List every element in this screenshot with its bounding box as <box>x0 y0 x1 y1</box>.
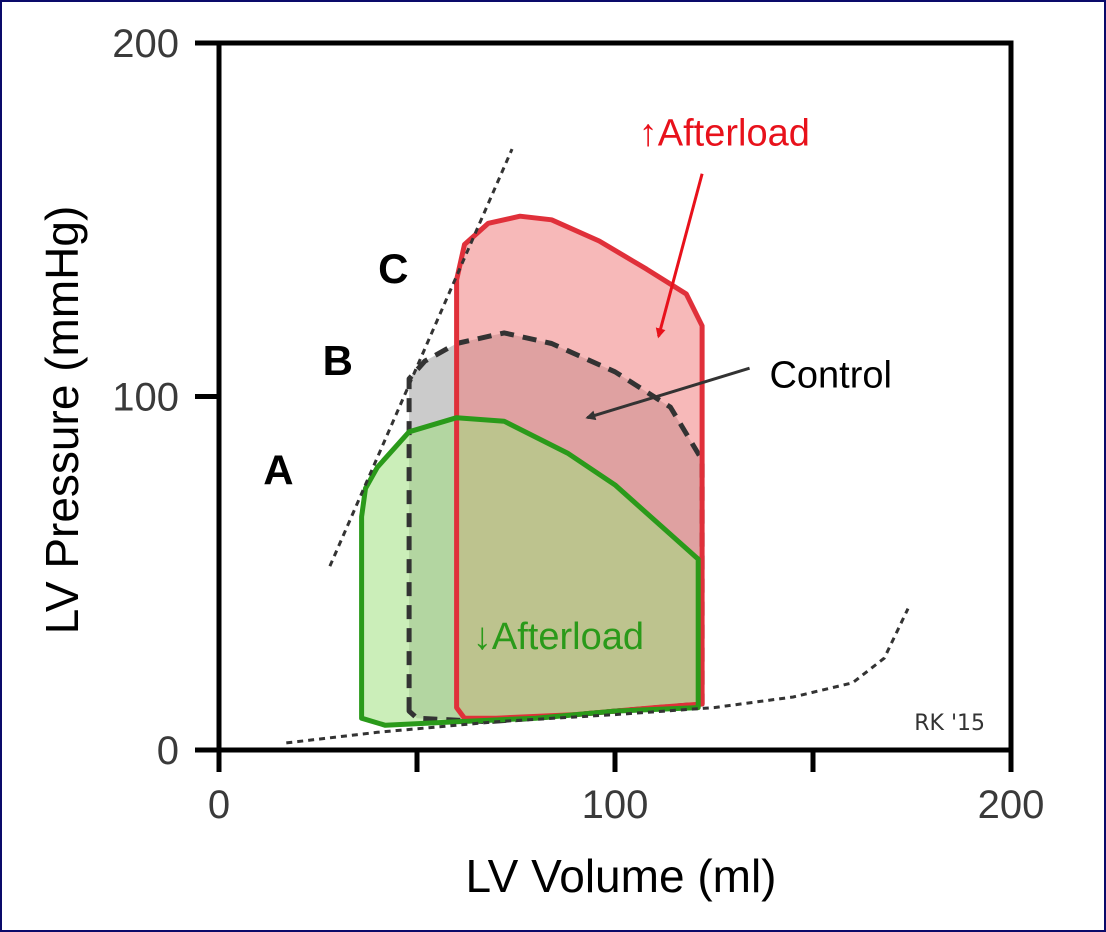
y-tick-label: 0 <box>157 729 179 773</box>
increased-afterload-arrow <box>655 173 704 339</box>
y-tick-label: 200 <box>112 22 179 66</box>
increased-afterload-label: ↑Afterload <box>639 113 810 155</box>
x-tick-label: 200 <box>978 783 1045 827</box>
axis-ticks: 0 100 200 0 100 200 <box>112 22 1044 827</box>
y-tick-label: 100 <box>112 376 179 420</box>
x-tick-label: 100 <box>582 783 649 827</box>
espvr-line <box>328 148 514 567</box>
y-axis-title: LV Pressure (mmHg) <box>36 206 88 635</box>
x-tick-label: 0 <box>208 783 230 827</box>
point-label-a: A <box>263 447 293 494</box>
point-label-b: B <box>323 337 353 384</box>
point-label-c: C <box>378 245 408 292</box>
author-credit: RK '15 <box>914 711 985 736</box>
control-arrow <box>585 366 750 421</box>
decreased-afterload-loop-outline <box>359 415 701 728</box>
decreased-afterload-label: ↓Afterload <box>473 616 644 658</box>
x-axis-title: LV Volume (ml) <box>465 850 776 902</box>
edpvr-curve <box>286 607 910 745</box>
control-label: Control <box>769 354 892 396</box>
decreased-afterload-loop-fill <box>361 417 699 726</box>
plot-layers <box>286 148 910 745</box>
